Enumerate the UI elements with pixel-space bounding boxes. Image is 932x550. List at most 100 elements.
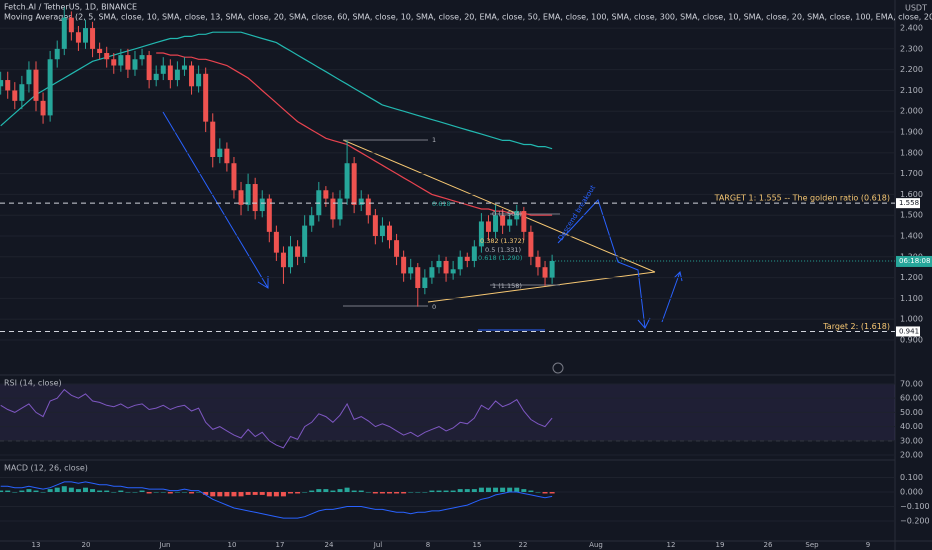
candle-body	[365, 198, 371, 216]
candle-body	[351, 163, 357, 205]
histogram-bar	[146, 492, 152, 494]
candle-body	[457, 256, 463, 270]
fib-label: 1	[432, 136, 436, 144]
fib-label: 0.5 (1.331)	[485, 246, 521, 254]
histogram-bar	[528, 490, 534, 493]
y-tick-label: 50.00	[900, 408, 923, 417]
histogram-bar	[295, 492, 301, 494]
candle-body	[450, 269, 456, 274]
histogram-bar	[111, 492, 117, 493]
y-tick-label: 2.200	[900, 65, 923, 74]
candle-body	[210, 121, 216, 157]
histogram-bar	[196, 492, 202, 493]
histogram-bar	[280, 492, 286, 497]
x-tick-label: 19	[716, 541, 725, 549]
histogram-bar	[273, 492, 279, 497]
histogram-bar	[302, 492, 308, 493]
x-tick-label: 12	[667, 541, 676, 549]
x-tick-label: 17	[276, 541, 285, 549]
histogram-bar	[252, 492, 258, 495]
x-tick-label: Jul	[373, 541, 383, 549]
candle-body	[401, 256, 407, 274]
histogram-bar	[97, 490, 103, 493]
histogram-bar	[160, 492, 166, 493]
candle-body	[387, 225, 392, 241]
y-tick-label: 1.100	[900, 294, 923, 303]
histogram-bar	[288, 492, 294, 494]
x-tick-label: 8	[426, 541, 430, 549]
histogram-bar	[316, 489, 322, 493]
histogram-bar	[457, 489, 463, 493]
x-tick-label: 10	[228, 541, 237, 549]
histogram-bar	[323, 489, 329, 493]
y-tick-label: 1.000	[900, 315, 923, 324]
y-tick-label: 1.500	[900, 211, 923, 220]
candle-body	[471, 246, 477, 261]
histogram-bar	[266, 492, 272, 497]
event-icon[interactable]	[552, 362, 564, 374]
candle-body	[132, 59, 138, 70]
drawings	[162, 111, 683, 374]
candle-body	[528, 231, 534, 257]
price-tag	[896, 198, 920, 209]
candle-body	[379, 225, 385, 237]
histogram-bar	[309, 490, 315, 493]
histogram-bar	[238, 492, 244, 497]
y-tick-label: 20.00	[900, 451, 923, 460]
histogram-bar	[351, 490, 357, 493]
x-tick-label: Jun	[159, 541, 171, 549]
x-tick-label: 22	[519, 541, 528, 549]
histogram-bar	[344, 487, 350, 493]
y-tick-label: −0.100	[900, 502, 930, 511]
candle-body	[266, 198, 272, 232]
x-tick-label: 13	[32, 541, 41, 549]
candle-body	[337, 198, 343, 220]
candle-body	[90, 28, 96, 49]
candle-body	[422, 277, 428, 288]
wedge-lower	[427, 271, 656, 303]
candle-body	[464, 256, 470, 261]
panel-title: RSI (14, close)	[4, 379, 62, 388]
histogram-bar	[535, 492, 541, 493]
histogram-bar	[245, 492, 251, 495]
countdown: 06:18:08	[899, 257, 930, 265]
histogram-bar	[401, 492, 407, 494]
histogram-bar	[82, 487, 88, 493]
histogram-bar	[75, 489, 81, 493]
y-tick-label: 1.700	[900, 169, 923, 178]
histogram-bar	[379, 492, 385, 494]
candle-body	[549, 260, 555, 278]
candle-body	[493, 215, 499, 232]
histogram-bar	[90, 489, 96, 493]
y-tick-label: 1.900	[900, 128, 923, 137]
candle-body	[82, 28, 88, 43]
candle-body	[259, 198, 265, 212]
histogram-bar	[40, 492, 46, 493]
fib-label: 0.618	[432, 200, 451, 208]
histogram-bar	[493, 487, 499, 493]
candle-body	[167, 65, 173, 81]
histogram-bar	[132, 492, 138, 493]
y-tick-label: 0.900	[900, 335, 923, 344]
candle-body	[217, 148, 223, 157]
y-tick-label: −0.200	[900, 517, 930, 526]
x-tick-label: 24	[325, 541, 334, 549]
histogram-bar	[478, 487, 484, 493]
y-tick-label: 1.800	[900, 148, 923, 157]
candle-body	[203, 73, 209, 122]
wedge-upper	[342, 139, 656, 273]
histogram-bar	[415, 492, 421, 493]
candle-body	[153, 73, 159, 81]
candle-body	[61, 17, 67, 49]
x-tick-label: 20	[82, 541, 91, 549]
fib-label: 0	[432, 303, 436, 311]
histogram-bar	[500, 487, 506, 493]
candle-body	[160, 65, 166, 74]
histogram-bar	[104, 490, 110, 493]
candle-body	[146, 55, 152, 81]
histogram-bar	[365, 492, 371, 493]
panel-title: MACD (12, 26, close)	[4, 464, 88, 473]
histogram-bar	[224, 492, 230, 497]
histogram-bar	[47, 489, 53, 493]
